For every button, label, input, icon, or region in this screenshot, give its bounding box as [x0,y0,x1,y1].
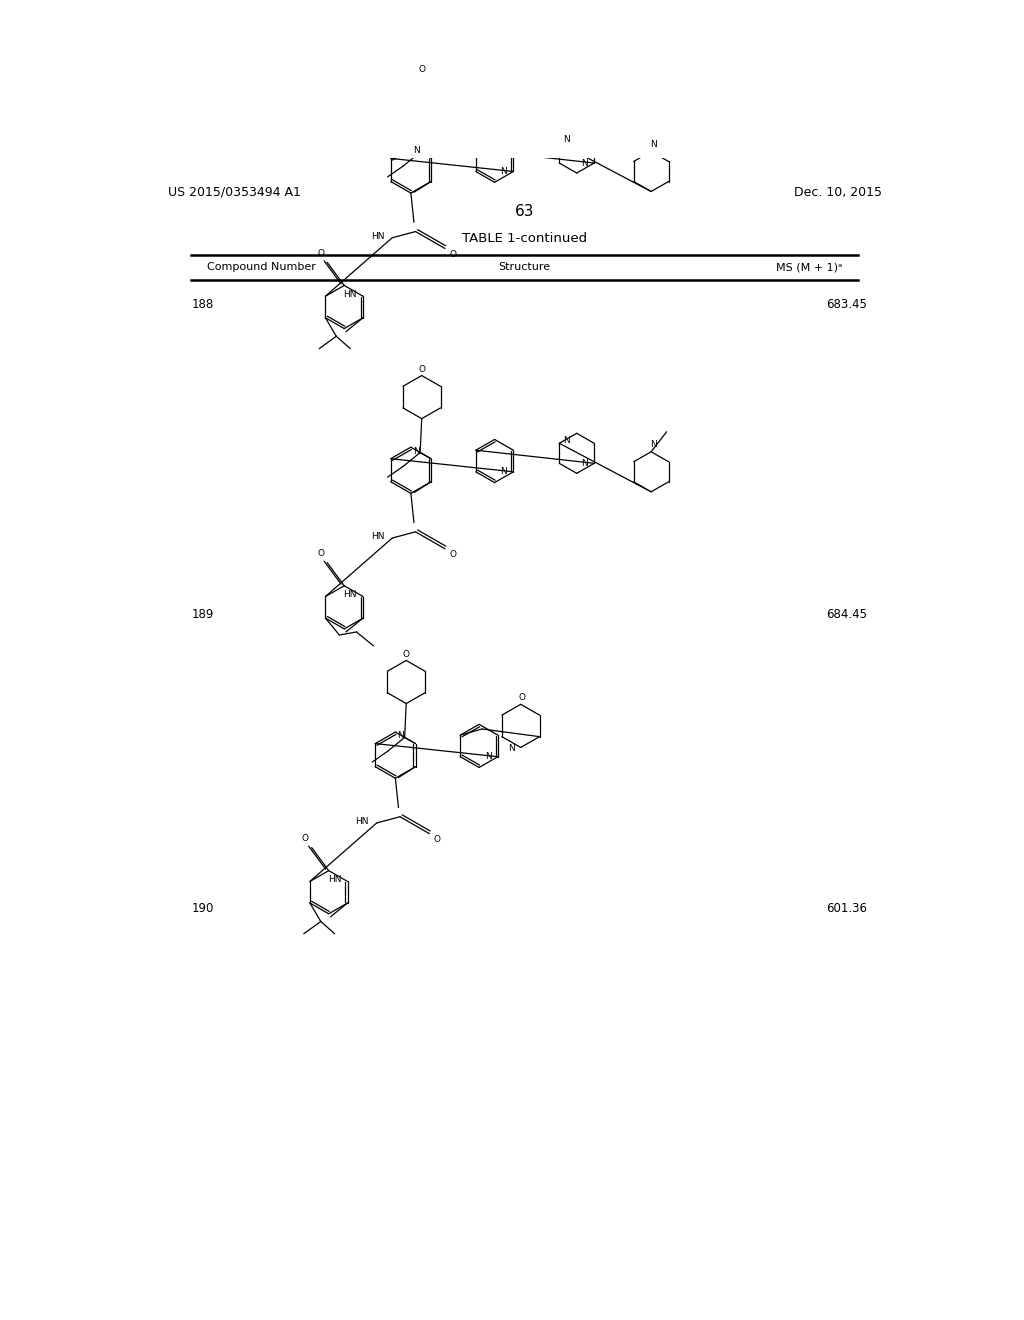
Text: N: N [563,436,570,445]
Text: O: O [418,65,425,74]
Text: N: N [413,147,420,156]
Text: HN: HN [343,290,356,300]
Text: O: O [317,549,325,558]
Text: TABLE 1-continued: TABLE 1-continued [462,231,588,244]
Text: N: N [650,441,656,449]
Text: 189: 189 [191,607,214,620]
Text: O: O [434,836,440,845]
Text: O: O [402,649,410,659]
Text: O: O [317,248,325,257]
Text: 684.45: 684.45 [826,607,867,620]
Text: N: N [485,752,492,762]
Text: N: N [650,140,656,149]
Text: Compound Number: Compound Number [207,263,316,272]
Text: 63: 63 [515,205,535,219]
Text: HN: HN [355,817,369,826]
Text: US 2015/0353494 A1: US 2015/0353494 A1 [168,186,301,199]
Text: 601.36: 601.36 [826,903,867,915]
Text: N: N [563,136,570,144]
Text: HN: HN [328,875,341,884]
Text: N: N [582,459,588,467]
Text: O: O [302,834,309,842]
Text: HN: HN [371,232,385,240]
Text: Dec. 10, 2015: Dec. 10, 2015 [794,186,882,199]
Text: Structure: Structure [499,263,551,272]
Text: N: N [501,168,507,176]
Text: N: N [508,744,514,754]
Text: 188: 188 [191,297,214,310]
Text: MS (M + 1)ᵃ: MS (M + 1)ᵃ [776,263,842,272]
Text: O: O [519,693,525,702]
Text: 683.45: 683.45 [826,297,867,310]
Text: O: O [450,251,457,259]
Text: O: O [418,364,425,374]
Text: HN: HN [371,532,385,541]
Text: 190: 190 [191,903,214,915]
Text: N: N [413,446,420,455]
Text: N: N [501,467,507,477]
Text: HN: HN [343,590,356,599]
Text: N: N [582,158,588,168]
Text: O: O [450,550,457,560]
Text: N: N [397,731,404,741]
